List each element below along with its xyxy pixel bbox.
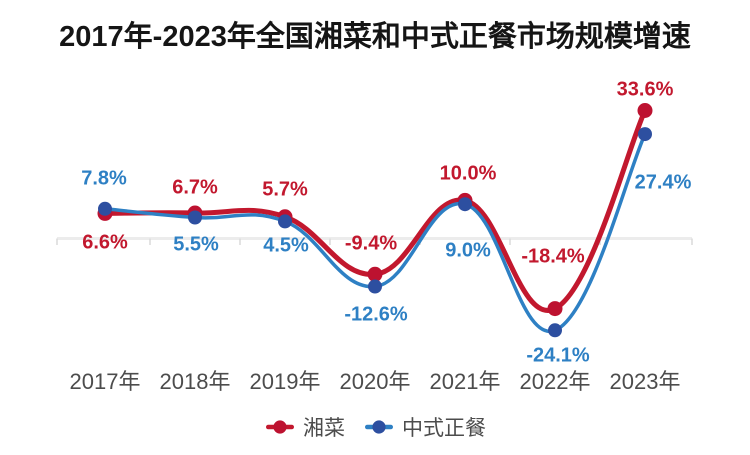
data-point: [368, 279, 382, 294]
point-label: -18.4%: [521, 245, 585, 268]
point-label: 6.6%: [82, 231, 128, 254]
legend-line-dot-icon: [266, 420, 294, 434]
point-label: -12.6%: [344, 303, 408, 325]
x-axis-label: 2018年: [159, 369, 231, 394]
x-axis-label: 2017年: [69, 369, 141, 394]
legend-line-dot-icon: [365, 420, 393, 434]
chart-title: 2017年-2023年全国湘菜和中式正餐市场规模增速: [59, 21, 691, 53]
point-label: 33.6%: [616, 78, 674, 101]
x-axis-label: 2020年: [339, 369, 411, 394]
data-point: [548, 323, 562, 338]
data-point: [458, 197, 472, 212]
series-line-1: [103, 132, 647, 333]
point-label: 9.0%: [445, 239, 491, 262]
x-axis-label: 2023年: [609, 369, 681, 394]
data-point: [547, 301, 563, 317]
data-point: [637, 103, 653, 118]
x-axis-label: 2021年: [429, 369, 501, 394]
point-label: 27.4%: [634, 171, 692, 194]
x-axis-label: 2022年: [519, 369, 591, 394]
data-point: [367, 266, 383, 282]
point-label: -24.1%: [526, 344, 590, 367]
legend-label: 中式正餐: [402, 417, 486, 440]
point-label: 10.0%: [439, 162, 497, 185]
legend-item-xiangcai[interactable]: 湘菜: [264, 412, 345, 442]
legend: 湘菜 中式正餐: [0, 412, 750, 442]
series-line-0: [102, 108, 648, 313]
point-label: -9.4%: [344, 232, 398, 255]
x-axis-label: 2019年: [249, 369, 321, 394]
legend-item-zhongshi-zhengcan[interactable]: 中式正餐: [363, 412, 486, 442]
data-point: [638, 127, 652, 142]
data-point: [98, 201, 112, 216]
legend-label: 湘菜: [303, 417, 345, 440]
point-label: 6.7%: [172, 176, 218, 199]
point-label: 5.5%: [173, 233, 219, 256]
point-label: 7.8%: [81, 167, 127, 190]
data-point: [188, 210, 202, 225]
point-label: 4.5%: [263, 234, 309, 257]
data-point: [278, 214, 292, 229]
point-label: 5.7%: [262, 178, 308, 201]
